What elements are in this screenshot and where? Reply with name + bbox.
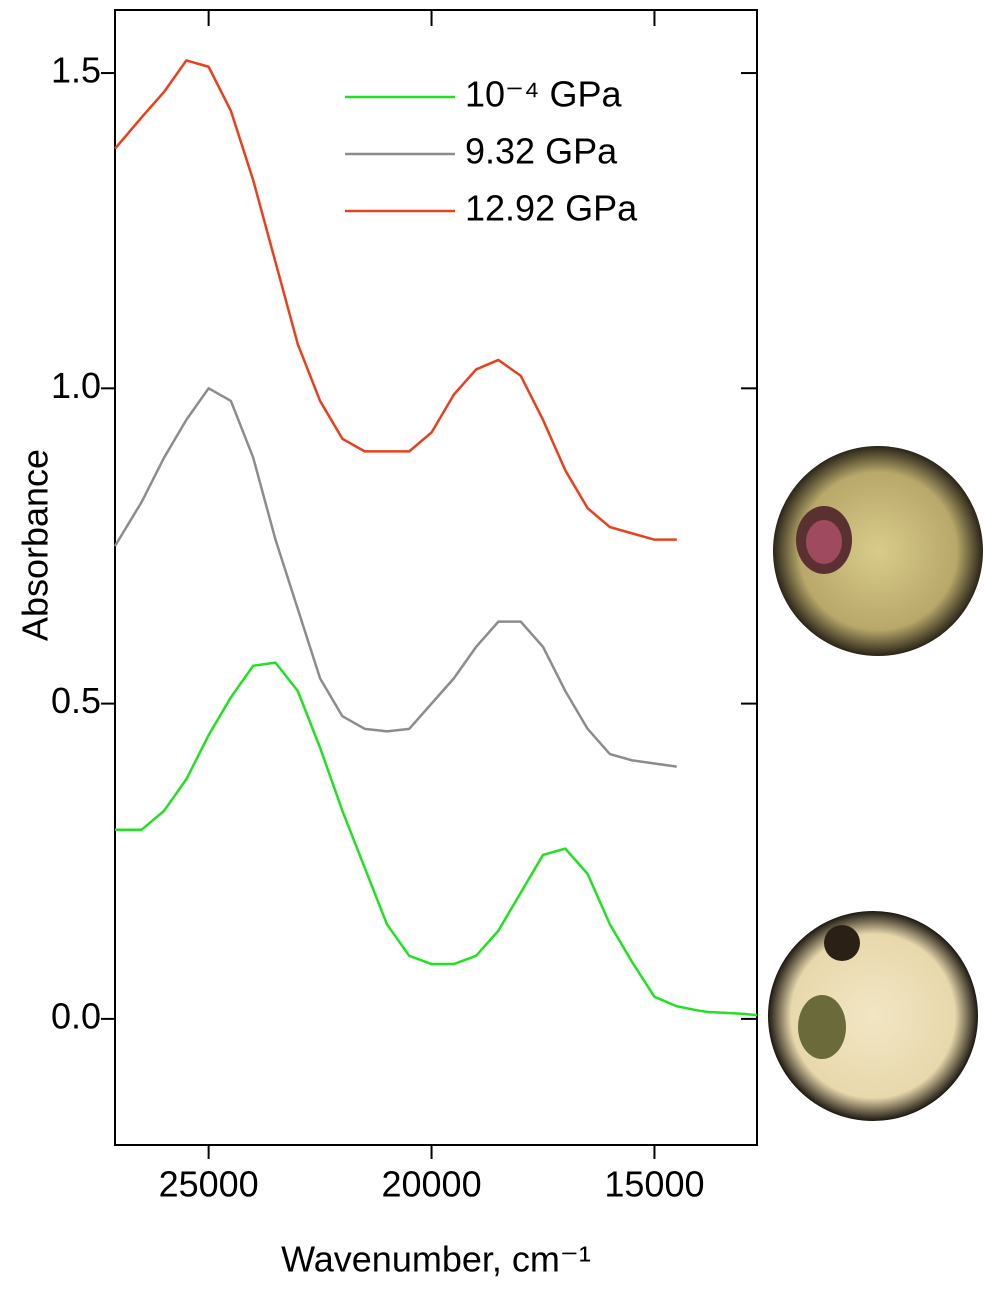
x-axis-title: Wavenumber, cm⁻¹ (281, 1239, 591, 1280)
legend-label: 10⁻⁴ GPa (465, 74, 623, 115)
legend-label: 12.92 GPa (465, 188, 638, 229)
series-line (114, 59, 677, 541)
y-tick-label: 0.5 (51, 680, 101, 721)
y-tick-label: 1.5 (51, 50, 101, 91)
micrograph-bottom (768, 911, 978, 1121)
plot-frame (114, 9, 758, 1146)
y-tick-label: 1.0 (51, 365, 101, 406)
series-line (113, 387, 677, 768)
series-line (115, 661, 758, 1017)
y-axis-title: Absorbance (15, 449, 56, 641)
micrograph-top (773, 446, 983, 656)
legend-label: 9.32 GPa (465, 131, 618, 172)
y-tick-label: 0.0 (51, 995, 101, 1036)
x-tick-label: 25000 (159, 1164, 259, 1205)
x-tick-label: 20000 (381, 1164, 481, 1205)
x-tick-label: 15000 (604, 1164, 704, 1205)
